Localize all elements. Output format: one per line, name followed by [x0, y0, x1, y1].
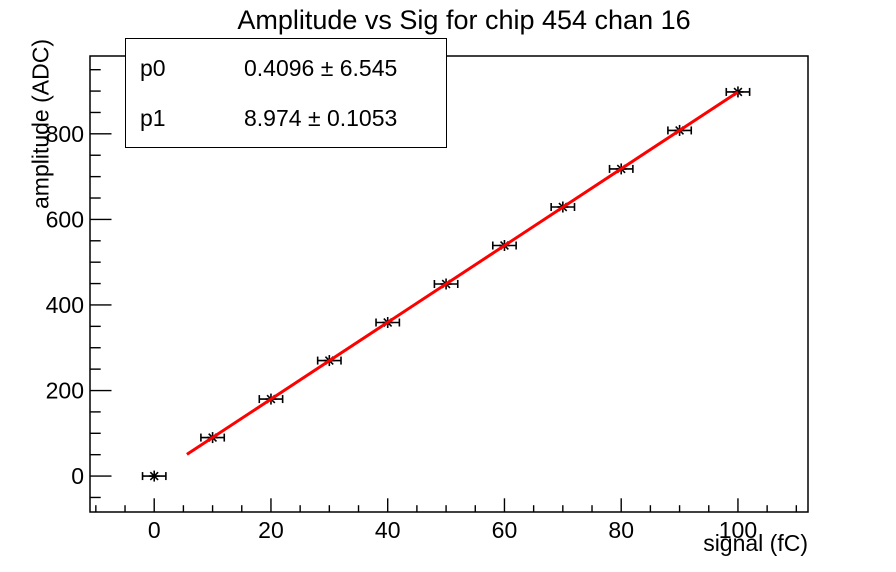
y-tick-label: 600 — [46, 206, 84, 232]
fit-stats-box: p0 0.4096 ± 6.545 p1 8.974 ± 0.1053 — [125, 38, 447, 148]
x-axis-title: signal (fC) — [703, 530, 808, 556]
stat-row-p0: p0 0.4096 ± 6.545 — [140, 55, 446, 82]
marker-asterisk — [149, 471, 159, 481]
y-tick-label: 0 — [71, 463, 84, 489]
fit-line — [186, 90, 739, 456]
x-tick-label: 80 — [608, 517, 634, 543]
x-tick-label: 20 — [258, 517, 284, 543]
param-value-p0: 0.4096 ± 6.545 — [244, 54, 398, 81]
y-tick-label: 800 — [46, 121, 84, 147]
y-axis-title: amplitude (ADC) — [27, 39, 54, 209]
param-value-p1: 8.974 ± 0.1053 — [244, 104, 398, 131]
y-tick-label: 200 — [46, 378, 84, 404]
x-tick-label: 60 — [492, 517, 518, 543]
x-tick-label: 0 — [148, 517, 161, 543]
param-name-p0: p0 — [140, 54, 166, 81]
x-tick-label: 40 — [375, 517, 401, 543]
stat-row-p1: p1 8.974 ± 0.1053 — [140, 105, 446, 132]
x-tick-label: 100 — [719, 517, 757, 543]
y-tick-label: 400 — [46, 292, 84, 318]
plot-title: Amplitude vs Sig for chip 454 chan 16 — [237, 5, 691, 35]
param-name-p1: p1 — [140, 104, 166, 131]
